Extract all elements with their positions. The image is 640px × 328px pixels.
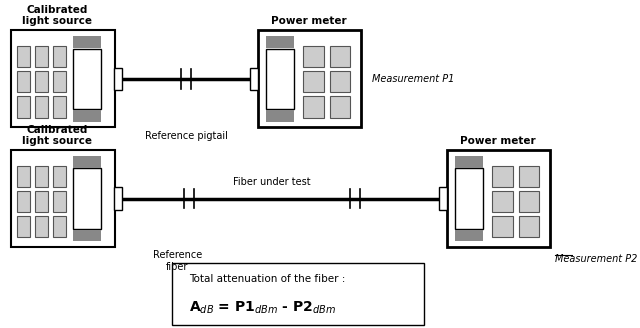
Bar — [492, 191, 513, 212]
Bar — [492, 166, 513, 187]
Bar — [74, 169, 101, 229]
Bar — [172, 263, 424, 325]
Bar — [74, 110, 101, 122]
Text: Reference
fiber: Reference fiber — [153, 250, 202, 272]
Bar — [114, 68, 122, 90]
Bar — [35, 46, 48, 67]
Bar — [35, 191, 48, 212]
Bar — [52, 216, 66, 237]
Text: Total attenuation of the fiber :: Total attenuation of the fiber : — [189, 274, 346, 284]
Bar — [35, 216, 48, 237]
Bar — [17, 166, 30, 187]
Bar — [447, 150, 550, 247]
Text: Power meter: Power meter — [271, 16, 347, 27]
Bar — [303, 71, 324, 92]
Bar — [74, 49, 101, 109]
Bar — [35, 166, 48, 187]
Bar — [17, 96, 30, 118]
Bar — [250, 68, 258, 90]
Bar — [266, 49, 294, 109]
Text: Measurement P2: Measurement P2 — [556, 254, 637, 264]
Bar — [439, 187, 447, 210]
Bar — [330, 96, 350, 118]
Text: A$_{dB}$ = P1$_{dBm}$ - P2$_{dBm}$: A$_{dB}$ = P1$_{dBm}$ - P2$_{dBm}$ — [189, 299, 336, 316]
Bar — [17, 191, 30, 212]
Text: Calibrated
light source: Calibrated light source — [22, 125, 92, 146]
Text: Measurement P1: Measurement P1 — [372, 74, 454, 84]
Bar — [518, 191, 540, 212]
Bar — [52, 96, 66, 118]
Bar — [12, 150, 115, 247]
Bar — [52, 46, 66, 67]
Bar — [518, 166, 540, 187]
Text: Calibrated
light source: Calibrated light source — [22, 5, 92, 27]
Bar — [114, 187, 122, 210]
Bar — [17, 216, 30, 237]
Bar — [17, 71, 30, 92]
Text: Reference pigtail: Reference pigtail — [145, 131, 227, 141]
Bar — [35, 96, 48, 118]
Bar — [52, 166, 66, 187]
Bar — [455, 230, 483, 241]
Bar — [455, 169, 483, 229]
Bar — [330, 71, 350, 92]
Bar — [74, 36, 101, 48]
Bar — [35, 71, 48, 92]
Bar — [52, 191, 66, 212]
Bar — [52, 71, 66, 92]
Bar — [74, 230, 101, 241]
Bar — [518, 216, 540, 237]
Bar — [492, 216, 513, 237]
Bar — [330, 46, 350, 67]
Text: Power meter: Power meter — [460, 136, 536, 146]
Text: Fiber under test: Fiber under test — [233, 177, 311, 187]
Bar — [74, 156, 101, 168]
Bar — [17, 46, 30, 67]
Bar — [266, 110, 294, 122]
Bar — [455, 156, 483, 168]
Bar — [303, 96, 324, 118]
Bar — [303, 46, 324, 67]
Bar — [258, 30, 361, 127]
Bar — [266, 36, 294, 48]
Bar — [12, 30, 115, 127]
